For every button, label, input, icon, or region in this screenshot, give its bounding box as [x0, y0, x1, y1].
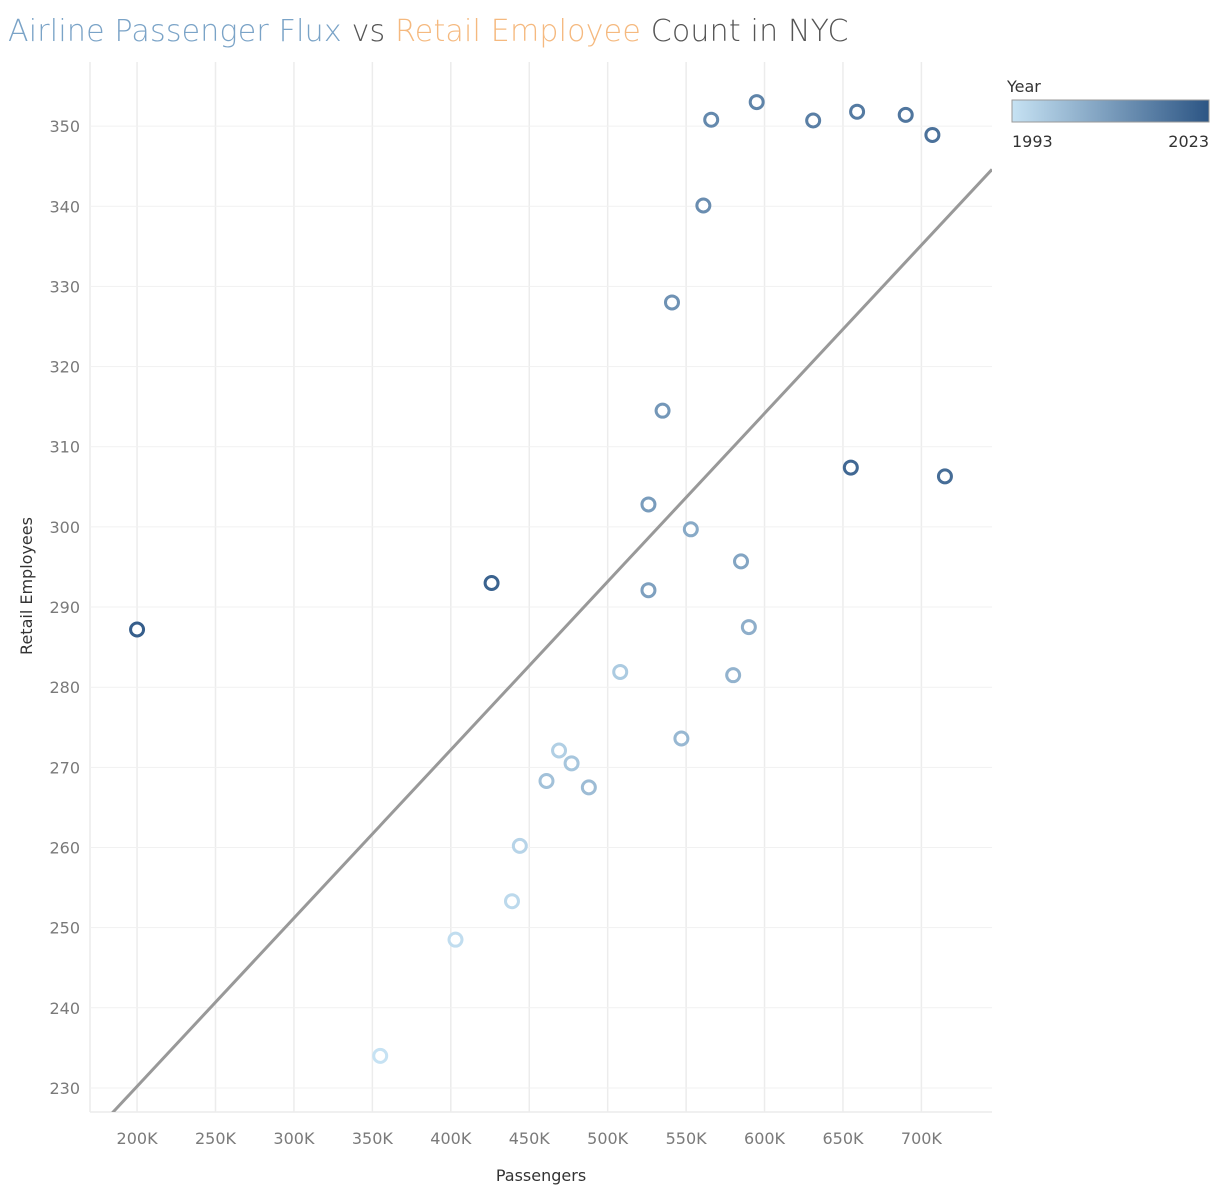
- x-tick-label: 400K: [430, 1129, 472, 1148]
- y-tick-label: 310: [49, 438, 80, 457]
- title-part-vs: vs: [341, 14, 396, 49]
- scatter-point[interactable]: [503, 893, 520, 910]
- scatter-point[interactable]: [748, 94, 765, 111]
- scatter-point[interactable]: [663, 294, 680, 311]
- scatter-point[interactable]: [733, 553, 750, 570]
- scatter-point[interactable]: [129, 621, 146, 638]
- legend-min-label: 1993: [1012, 132, 1053, 151]
- x-tick-label: 550K: [666, 1129, 708, 1148]
- scatter-point[interactable]: [612, 663, 629, 680]
- scatter-point[interactable]: [695, 197, 712, 214]
- scatter-point[interactable]: [654, 402, 671, 419]
- scatter-point[interactable]: [897, 106, 914, 123]
- x-tick-label: 250K: [195, 1129, 237, 1148]
- scatter-point[interactable]: [511, 837, 528, 854]
- y-tick-label: 270: [49, 758, 80, 777]
- title-part-passenger-flux: Airline Passenger Flux: [8, 14, 342, 49]
- y-tick-label: 300: [49, 518, 80, 537]
- trend-line: [111, 168, 992, 1112]
- title-part-count: Count in NYC: [640, 14, 849, 49]
- x-tick-label: 350K: [352, 1129, 394, 1148]
- scatter-point[interactable]: [725, 667, 742, 684]
- legend-max-label: 2023: [1168, 132, 1209, 151]
- scatter-point[interactable]: [538, 772, 555, 789]
- x-axis-label: Passengers: [496, 1166, 586, 1185]
- x-tick-label: 450K: [509, 1129, 551, 1148]
- title-part-retail-employee: Retail Employee: [395, 14, 641, 49]
- x-tick-label: 700K: [901, 1129, 943, 1148]
- scatter-point[interactable]: [673, 730, 690, 747]
- y-tick-label: 320: [49, 358, 80, 377]
- x-tick-label: 650K: [822, 1129, 864, 1148]
- y-tick-label: 230: [49, 1079, 80, 1098]
- x-tick-label: 500K: [587, 1129, 629, 1148]
- scatter-point[interactable]: [703, 111, 720, 128]
- scatter-point[interactable]: [580, 779, 597, 796]
- scatter-point[interactable]: [447, 931, 464, 948]
- scatter-point[interactable]: [372, 1047, 389, 1064]
- x-tick-label: 600K: [744, 1129, 786, 1148]
- x-tick-label: 300K: [273, 1129, 315, 1148]
- scatter-point[interactable]: [842, 459, 859, 476]
- scatter-point[interactable]: [849, 103, 866, 120]
- y-tick-label: 280: [49, 678, 80, 697]
- y-axis-label: Retail Employees: [17, 517, 36, 655]
- scatter-point[interactable]: [483, 574, 500, 591]
- y-tick-label: 290: [49, 598, 80, 617]
- scatter-point[interactable]: [805, 112, 822, 129]
- trendline-layer: [111, 168, 992, 1112]
- scatter-point[interactable]: [682, 521, 699, 538]
- y-axis-ticks: 230 240 250 260 270 280 290 300 310 320 330 340 350: [49, 117, 80, 1098]
- legend-title: Year: [1006, 77, 1041, 96]
- y-tick-label: 350: [49, 117, 80, 136]
- y-tick-label: 330: [49, 277, 80, 296]
- x-axis-ticks: 200K 250K 300K 350K 400K 450K 500K 550K 600K 650K…: [117, 1129, 943, 1148]
- color-legend: Year 1993 2023: [1006, 77, 1210, 151]
- y-tick-label: 250: [49, 919, 80, 938]
- y-tick-label: 260: [49, 838, 80, 857]
- scatter-point[interactable]: [936, 468, 953, 485]
- scatter-point[interactable]: [924, 126, 941, 143]
- chart-title: Airline Passenger Flux vs Retail Employe…: [8, 12, 849, 52]
- x-tick-label: 200K: [117, 1129, 159, 1148]
- scatter-point[interactable]: [563, 755, 580, 772]
- points-layer: [129, 94, 953, 1064]
- y-tick-label: 240: [49, 999, 80, 1018]
- scatter-point[interactable]: [640, 496, 657, 513]
- scatter-point[interactable]: [740, 619, 757, 636]
- scatter-point[interactable]: [551, 742, 568, 759]
- legend-gradient-bar: [1011, 99, 1210, 123]
- y-tick-label: 340: [49, 197, 80, 216]
- grid-lines: [89, 62, 992, 1113]
- scatter-point[interactable]: [640, 582, 657, 599]
